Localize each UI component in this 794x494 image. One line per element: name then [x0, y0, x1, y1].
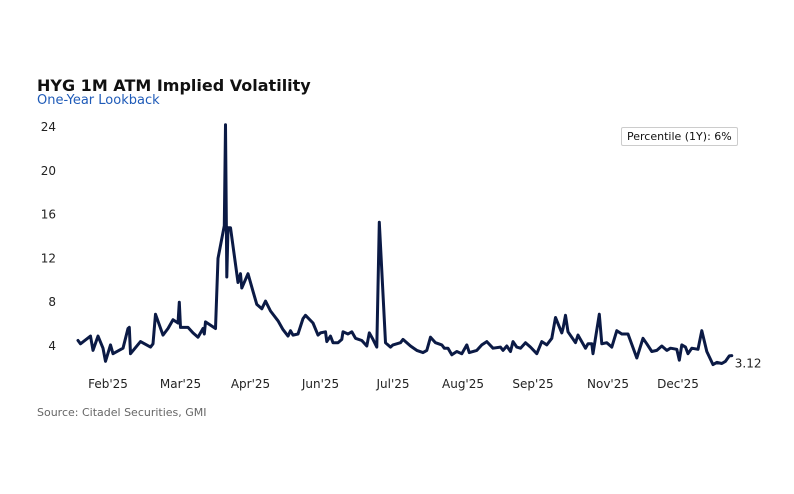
y-tick-label: 4 — [48, 339, 56, 353]
x-tick-label: Apr'25 — [231, 377, 270, 391]
source-note: Source: Citadel Securities, GMI — [37, 406, 207, 419]
x-tick-label: Jul'25 — [375, 377, 409, 391]
x-tick-label: Feb'25 — [88, 377, 128, 391]
chart-title: HYG 1M ATM Implied Volatility — [37, 76, 311, 95]
chart-subtitle: One-Year Lookback — [37, 93, 160, 108]
y-tick-label: 8 — [48, 295, 56, 309]
percentile-annotation: Percentile (1Y): 6% — [621, 127, 738, 146]
y-tick-label: 20 — [41, 164, 56, 178]
y-tick-label: 24 — [41, 120, 56, 134]
last-value-label: 3.12 — [735, 357, 762, 371]
x-tick-label: Mar'25 — [160, 377, 201, 391]
x-tick-label: Nov'25 — [587, 377, 629, 391]
x-tick-label: Dec'25 — [657, 377, 699, 391]
y-tick-label: 16 — [41, 208, 56, 222]
y-tick-label: 12 — [41, 251, 56, 265]
x-tick-label: Sep'25 — [512, 377, 553, 391]
series-line — [76, 123, 734, 367]
x-tick-label: Jun'25 — [301, 377, 339, 391]
x-tick-label: Aug'25 — [442, 377, 484, 391]
